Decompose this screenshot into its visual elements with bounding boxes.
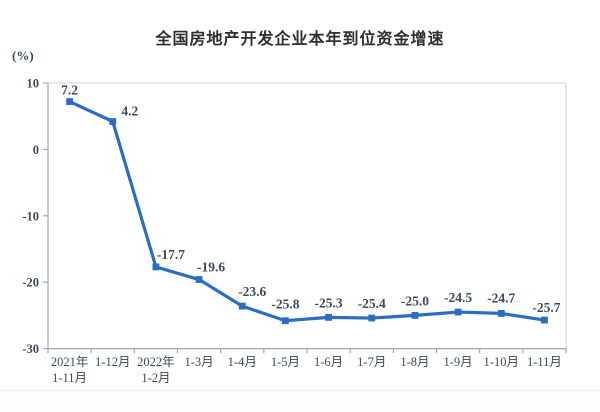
- data-point-marker: [66, 98, 73, 105]
- y-tick-label: -30: [22, 342, 39, 356]
- data-point-label: -24.7: [487, 290, 515, 305]
- y-tick-label: 10: [27, 77, 40, 91]
- y-tick-label: -10: [22, 209, 39, 223]
- data-point-label: -25.3: [315, 295, 343, 310]
- data-point-label: -25.0: [401, 293, 429, 308]
- data-point-label: -25.8: [271, 297, 299, 312]
- x-axis-label: 1-12月: [95, 355, 130, 369]
- data-point-label: 7.2: [61, 83, 78, 98]
- y-tick-label: -20: [22, 276, 39, 290]
- bottom-divider: [0, 390, 600, 391]
- data-point-label: -24.5: [444, 290, 472, 305]
- data-point-marker: [238, 302, 246, 310]
- x-axis-label: 2022年 1-2月: [137, 355, 175, 385]
- data-point-marker: [411, 312, 419, 319]
- data-point-marker: [325, 313, 332, 321]
- data-point-label: -19.6: [197, 260, 225, 275]
- data-point-label: -23.6: [238, 284, 266, 299]
- x-axis-label: 1-11月: [527, 355, 562, 369]
- data-point-marker: [195, 276, 203, 283]
- x-axis-label: 1-3月: [184, 355, 213, 369]
- data-point-marker: [152, 263, 160, 271]
- data-point-marker: [282, 317, 289, 325]
- data-point-marker: [497, 310, 505, 317]
- data-point-label: -25.7: [532, 300, 560, 315]
- x-axis-label: 1-7月: [357, 355, 386, 369]
- x-axis-label: 2021年 1-11月: [51, 355, 89, 385]
- y-tick-label: 0: [33, 143, 39, 157]
- x-axis-label: 1-5月: [271, 355, 300, 369]
- data-point-label: -17.7: [157, 247, 185, 262]
- x-axis-label: 1-8月: [400, 355, 429, 369]
- data-line: [67, 99, 547, 323]
- data-point-marker: [454, 308, 462, 316]
- y-axis-unit-label: (%): [12, 48, 34, 63]
- chart-title: 全国房地产开发企业本年到位资金增速: [155, 31, 445, 48]
- x-axis-label: 1-9月: [443, 355, 472, 369]
- data-point-marker: [541, 316, 548, 324]
- below-divider-area: [0, 391, 600, 412]
- data-point-label: 4.2: [121, 104, 138, 119]
- x-axis-label: 1-4月: [228, 355, 257, 369]
- data-point-marker: [109, 118, 117, 125]
- x-axis-label: 1-6月: [314, 355, 343, 369]
- data-point-marker: [368, 314, 376, 322]
- x-axis-label: 1-10月: [484, 355, 519, 369]
- data-point-label: -25.4: [358, 296, 386, 311]
